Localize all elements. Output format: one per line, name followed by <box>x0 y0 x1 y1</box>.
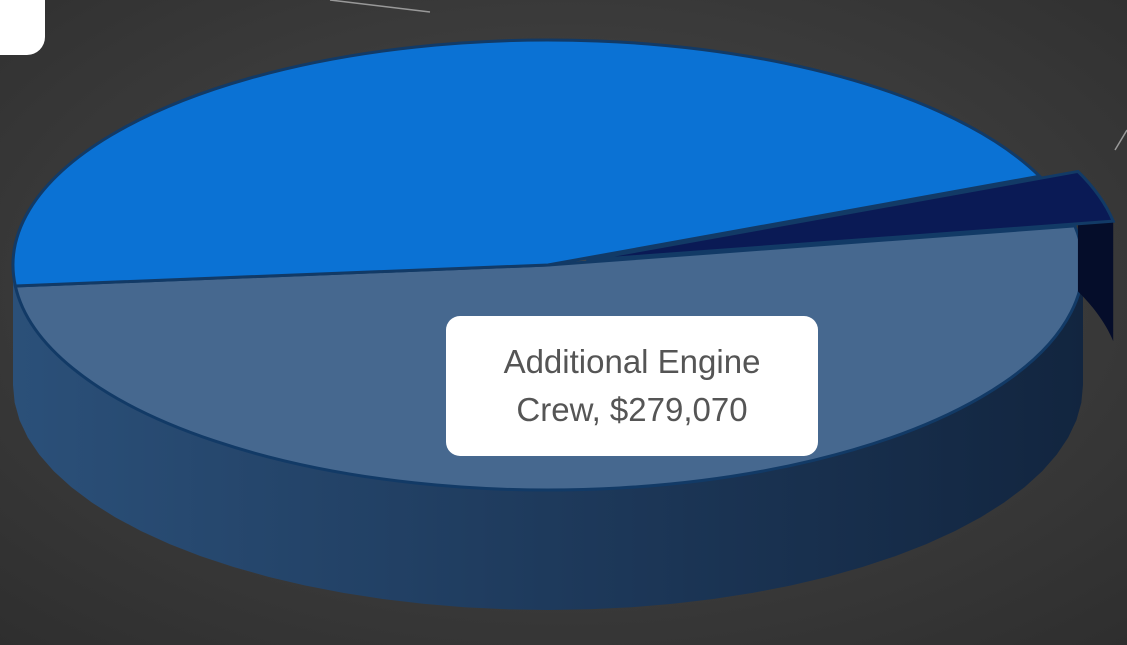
pie <box>11 38 1116 610</box>
data-label: Additional Engine Crew, $279,070 <box>446 316 818 456</box>
pie-slice <box>586 169 1116 262</box>
cut-off-label-box <box>0 0 45 55</box>
leader-line <box>329 0 431 13</box>
pie-slice <box>11 38 1043 288</box>
pie-side <box>13 265 1083 610</box>
leader-line <box>1114 129 1127 151</box>
